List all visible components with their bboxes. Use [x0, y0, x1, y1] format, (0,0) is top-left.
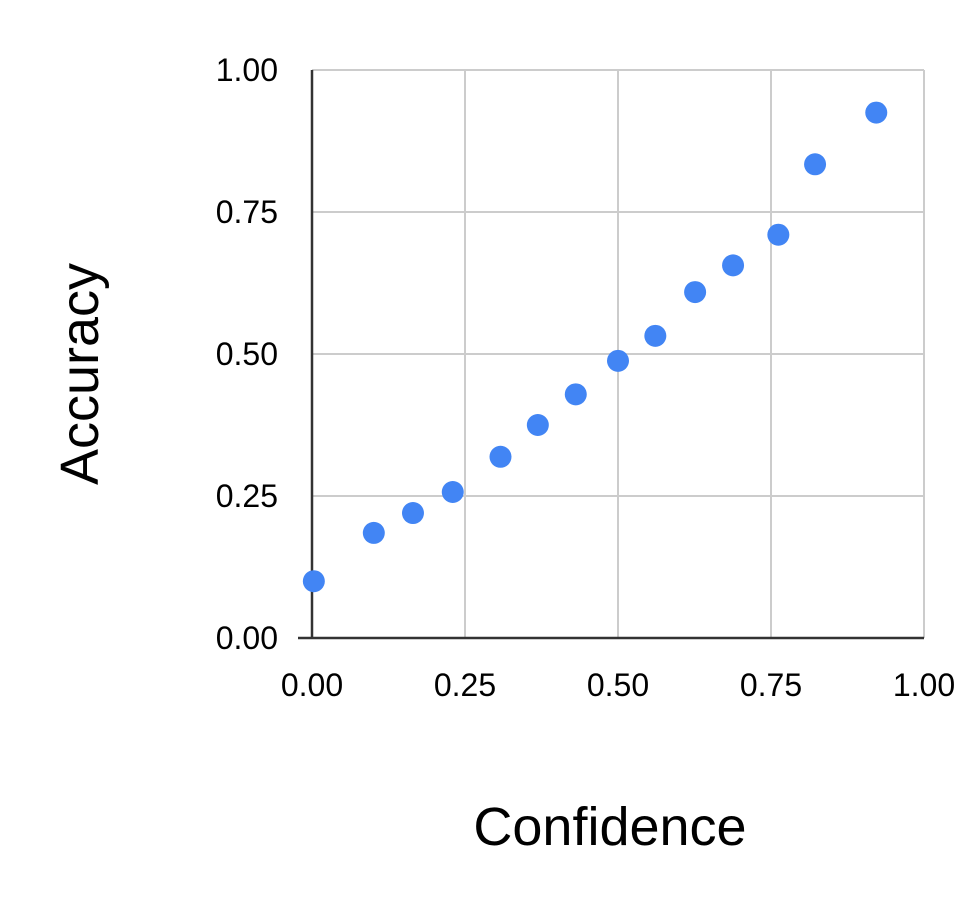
data-point: [722, 254, 745, 277]
x-tick-label: 0.25: [434, 667, 496, 703]
x-tick-label: 0.50: [587, 667, 649, 703]
data-point: [804, 153, 827, 176]
y-tick-label: 0.50: [216, 336, 278, 372]
data-point: [489, 445, 512, 468]
axes: [298, 70, 924, 640]
x-axis-title: Confidence: [473, 797, 746, 857]
x-tick-label: 0.00: [281, 667, 343, 703]
data-point: [441, 481, 464, 504]
y-axis-title: Accuracy: [50, 263, 110, 485]
data-points: [302, 101, 888, 593]
data-point: [302, 570, 325, 593]
y-tick-label: 0.75: [216, 194, 278, 230]
x-tick-label: 0.75: [740, 667, 802, 703]
y-tick-labels: 0.00 0.25 0.50 0.75 1.00: [216, 52, 278, 656]
x-tick-labels: 0.00 0.25 0.50 0.75 1.00: [281, 667, 955, 703]
data-point: [684, 281, 707, 304]
data-point: [401, 502, 424, 525]
x-tick-label: 1.00: [893, 667, 955, 703]
data-point: [644, 324, 667, 347]
data-point: [767, 223, 790, 246]
y-tick-label: 0.25: [216, 478, 278, 514]
y-tick-label: 1.00: [216, 52, 278, 88]
y-tick-label: 0.00: [216, 620, 278, 656]
data-point: [865, 101, 888, 124]
data-point: [362, 521, 385, 544]
data-point: [564, 383, 587, 406]
data-point: [607, 349, 629, 372]
data-point: [526, 414, 549, 436]
